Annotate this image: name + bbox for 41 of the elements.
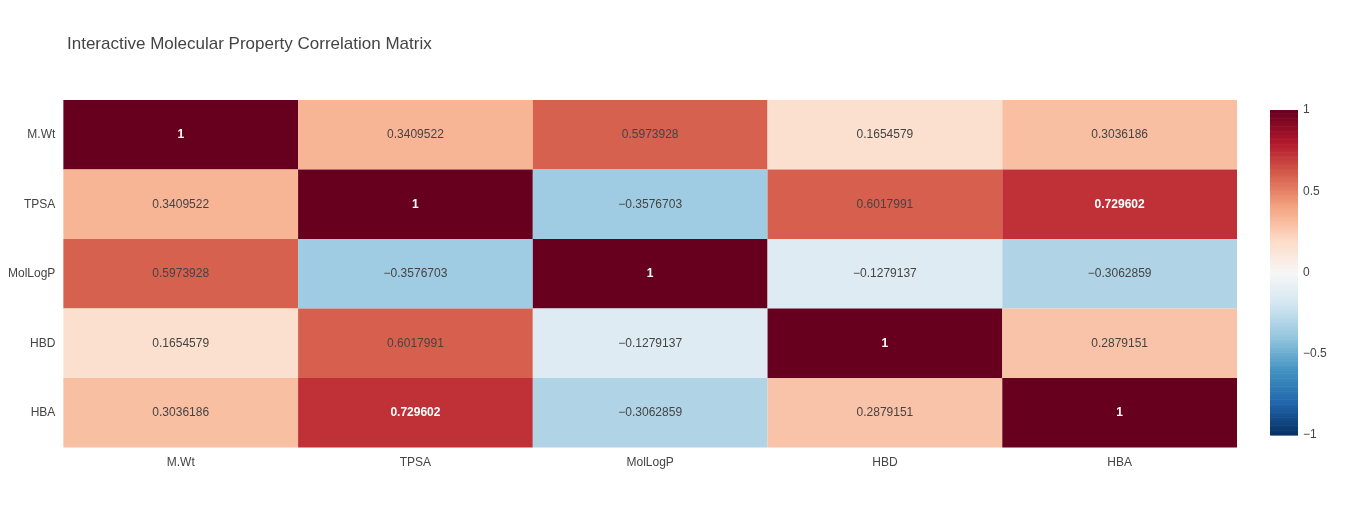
data-label: 0.6017991 — [856, 196, 914, 211]
data-label: 0.5973928 — [152, 266, 210, 281]
data-label: 0.729602 — [1094, 196, 1145, 211]
data-label: 1 — [646, 266, 654, 281]
data-label: 1 — [412, 196, 420, 211]
data-label: 0.1654579 — [152, 335, 210, 350]
data-label: 0.3409522 — [387, 127, 445, 142]
color-bar-label: 0 — [1303, 264, 1310, 279]
color-bar-label: −0.5 — [1303, 346, 1328, 361]
x-tick-label: MolLogP — [626, 455, 674, 470]
data-label: 1 — [1116, 405, 1124, 420]
data-label: 0.5973928 — [621, 127, 679, 142]
data-label: 0.3409522 — [152, 196, 210, 211]
data-label: −0.1279137 — [618, 335, 683, 350]
data-label: 0.3036186 — [152, 405, 210, 420]
y-tick-label: TPSA — [24, 196, 56, 211]
data-label: −0.3062859 — [1087, 266, 1152, 281]
x-tick-label: M.Wt — [166, 455, 196, 470]
data-label: 0.2879151 — [856, 405, 914, 420]
data-label: −0.3576703 — [383, 266, 448, 281]
data-label: −0.3576703 — [618, 196, 683, 211]
y-tick-label: M.Wt — [27, 127, 57, 142]
data-label: 0.6017991 — [387, 335, 445, 350]
y-tick-label: HBA — [30, 405, 56, 420]
x-tick-label: HBD — [872, 455, 898, 470]
data-label: 0.2879151 — [1091, 335, 1149, 350]
color-bar-label: 1 — [1303, 102, 1310, 117]
data-label: −0.1279137 — [853, 266, 918, 281]
x-tick-label: HBA — [1107, 455, 1132, 470]
data-label: 0.1654579 — [856, 127, 914, 142]
data-label: 1 — [177, 127, 185, 142]
y-tick-label: MolLogP — [7, 266, 56, 281]
data-label: 0.729602 — [390, 405, 441, 420]
y-tick-label: HBD — [30, 335, 56, 350]
color-bar-label: −1 — [1303, 427, 1318, 442]
color-bar-label: 0.5 — [1303, 183, 1321, 198]
data-label: −0.3062859 — [618, 405, 683, 420]
x-tick-label: TPSA — [399, 455, 432, 470]
data-label: 1 — [881, 335, 889, 350]
data-label: 0.3036186 — [1091, 127, 1149, 142]
chart-title: Interactive Molecular Property Correlation Matrix — [67, 33, 433, 53]
